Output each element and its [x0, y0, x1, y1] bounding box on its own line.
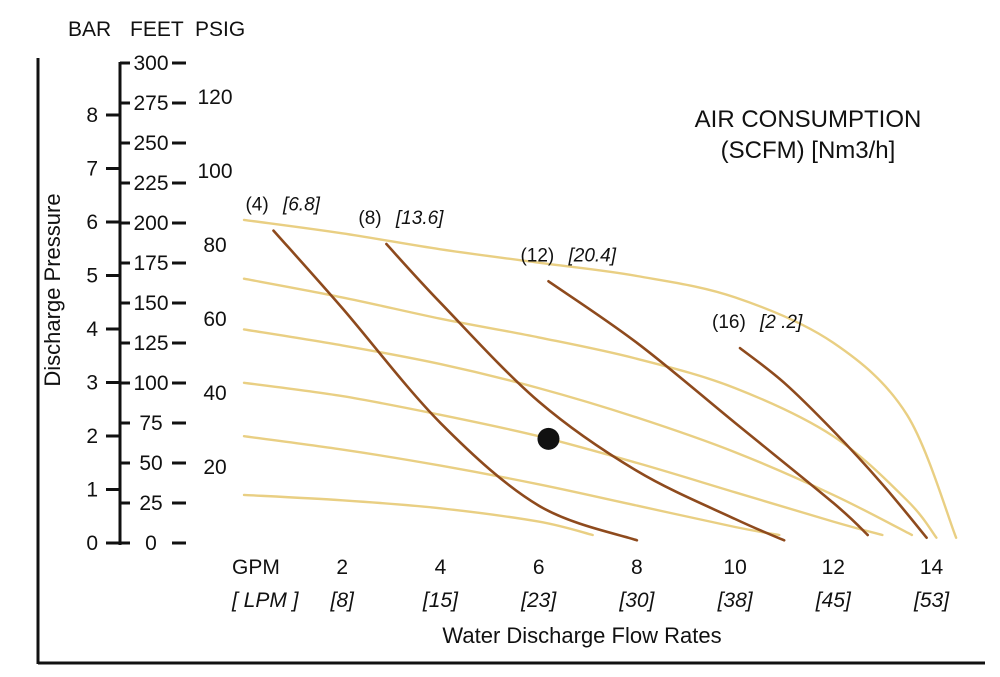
pressure-curve-20: [242, 493, 594, 537]
air-label-nm3h: [13.6]: [395, 208, 444, 229]
bar-tick-label: 5: [86, 265, 98, 288]
x-tick-lpm-label: [38]: [717, 589, 754, 612]
pressure-curve-40: [242, 435, 781, 537]
bar-tick-label: 1: [86, 479, 98, 502]
bar-ticks: 0 1 2 3 4 5 6 7 8: [86, 104, 120, 555]
x-tick-gpm-label: 8: [631, 556, 643, 579]
pressure-curve-80: [242, 328, 914, 537]
bar-unit-label: BAR: [68, 18, 111, 41]
air-label-nm3h: [20.4]: [567, 245, 616, 266]
air-label-scfm: (16): [712, 312, 746, 333]
air-label-scfm: (12): [520, 245, 554, 266]
chart-title-line-2: (SCFM) [Nm3/h]: [721, 137, 896, 164]
pressure-curve-60: [242, 381, 884, 537]
bar-tick-label: 2: [86, 425, 98, 448]
air-label-nm3h: [6.8]: [282, 195, 321, 216]
feet-tick-label: 125: [133, 332, 168, 355]
psig-tick-label: 120: [197, 86, 232, 109]
x-tick-lpm-label: [45]: [815, 589, 852, 612]
psig-tick-label: 100: [197, 160, 232, 183]
pressure-curve-120: [242, 218, 958, 539]
air-curve-3: [547, 280, 869, 537]
feet-ticks: 0 25 50 75 100 125 150 175 200 225 250 275 300: [120, 52, 186, 555]
x-tick-gpm-label: 2: [336, 556, 348, 579]
air-label-nm3h: [2 .2]: [759, 312, 803, 333]
air-curve-2: [385, 242, 786, 542]
air-curve-1: [272, 229, 639, 542]
psig-ticks: 20 40 60 80 100 120: [197, 86, 232, 479]
feet-tick-label: 150: [133, 292, 168, 315]
pressure-curve-100: [242, 277, 938, 539]
x-tick-gpm-label: 6: [533, 556, 545, 579]
bar-tick-label: 3: [86, 372, 98, 395]
feet-unit-label: FEET: [130, 18, 184, 41]
operating-point-marker: [537, 427, 560, 450]
x-tick-lpm-label: [30]: [618, 589, 655, 612]
psig-tick-label: 20: [203, 456, 226, 479]
air-label-scfm: (8): [358, 208, 381, 229]
psig-tick-label: 40: [203, 382, 226, 405]
lpm-unit-label: [ LPM ]: [231, 589, 300, 612]
x-ticks: 2 [8] 4 [15] 6 [23] 8 [30] 10 [38] 12 [45] 14 [53]: [330, 556, 951, 612]
chart-title-line-1: AIR CONSUMPTION: [695, 106, 922, 133]
x-tick-gpm-label: 10: [723, 556, 746, 579]
bar-tick-label: 8: [86, 104, 98, 127]
air-label-scfm: (4): [245, 195, 268, 216]
x-tick-lpm-label: [23]: [520, 589, 557, 612]
feet-tick-label: 275: [133, 92, 168, 115]
x-tick-gpm-label: 12: [822, 556, 845, 579]
feet-tick-label: 100: [133, 372, 168, 395]
psig-tick-label: 60: [203, 308, 226, 331]
feet-tick-label: 300: [133, 52, 168, 75]
bar-tick-label: 6: [86, 211, 98, 234]
feet-tick-label: 0: [145, 532, 157, 555]
feet-tick-label: 25: [139, 492, 162, 515]
feet-tick-label: 175: [133, 252, 168, 275]
pressure-curves: [242, 218, 958, 539]
feet-tick-label: 75: [139, 412, 162, 435]
air-curve-4: [738, 346, 928, 539]
x-tick-lpm-label: [8]: [330, 589, 356, 612]
bar-tick-label: 4: [86, 318, 98, 341]
psig-tick-label: 80: [203, 234, 226, 257]
feet-tick-label: 250: [133, 132, 168, 155]
feet-tick-label: 225: [133, 172, 168, 195]
x-tick-lpm-label: [15]: [422, 589, 459, 612]
x-tick-gpm-label: 14: [920, 556, 944, 579]
psig-unit-label: PSIG: [195, 18, 245, 41]
gpm-unit-label: GPM: [232, 556, 280, 579]
air-consumption-curves: [272, 229, 928, 542]
feet-tick-label: 50: [139, 452, 162, 475]
feet-tick-label: 200: [133, 212, 168, 235]
bar-tick-label: 7: [86, 158, 98, 181]
x-axis-label: Water Discharge Flow Rates: [442, 623, 721, 648]
bar-tick-label: 0: [86, 532, 98, 555]
air-consumption-labels: (4) [6.8] (8) [13.6] (12) [20.4] (16) [2 .2]: [245, 195, 803, 333]
x-tick-lpm-label: [53]: [913, 589, 950, 612]
y-axis-label: Discharge Pressure: [40, 193, 65, 386]
x-tick-gpm-label: 4: [435, 556, 447, 579]
